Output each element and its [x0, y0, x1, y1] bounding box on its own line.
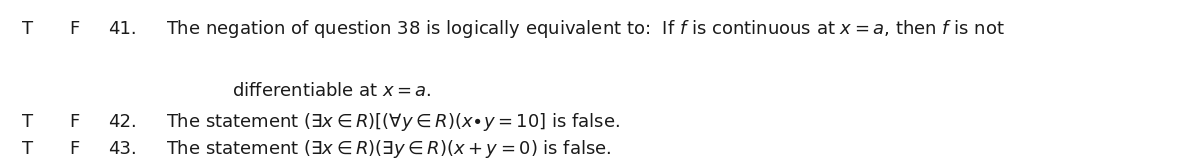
Text: 43.: 43.	[108, 140, 137, 159]
Text: T: T	[22, 140, 32, 159]
Text: The negation of question 38 is logically equivalent to:  If $f$ is continuous at: The negation of question 38 is logically…	[166, 18, 1004, 40]
Text: The statement $(\exists x \in R)(\exists y \in R)(x+y = 0)$ is false.: The statement $(\exists x \in R)(\exists…	[166, 138, 611, 159]
Text: F: F	[70, 113, 80, 131]
Text: F: F	[70, 20, 80, 38]
Text: The statement $(\exists x \in R)[(\forall y \in R)(x{\bullet}y = 10]$ is false.: The statement $(\exists x \in R)[(\foral…	[166, 111, 619, 133]
Text: F: F	[70, 140, 80, 159]
Text: T: T	[22, 20, 32, 38]
Text: differentiable at $x = a$.: differentiable at $x = a$.	[232, 82, 431, 100]
Text: 42.: 42.	[108, 113, 137, 131]
Text: T: T	[22, 113, 32, 131]
Text: 41.: 41.	[108, 20, 137, 38]
